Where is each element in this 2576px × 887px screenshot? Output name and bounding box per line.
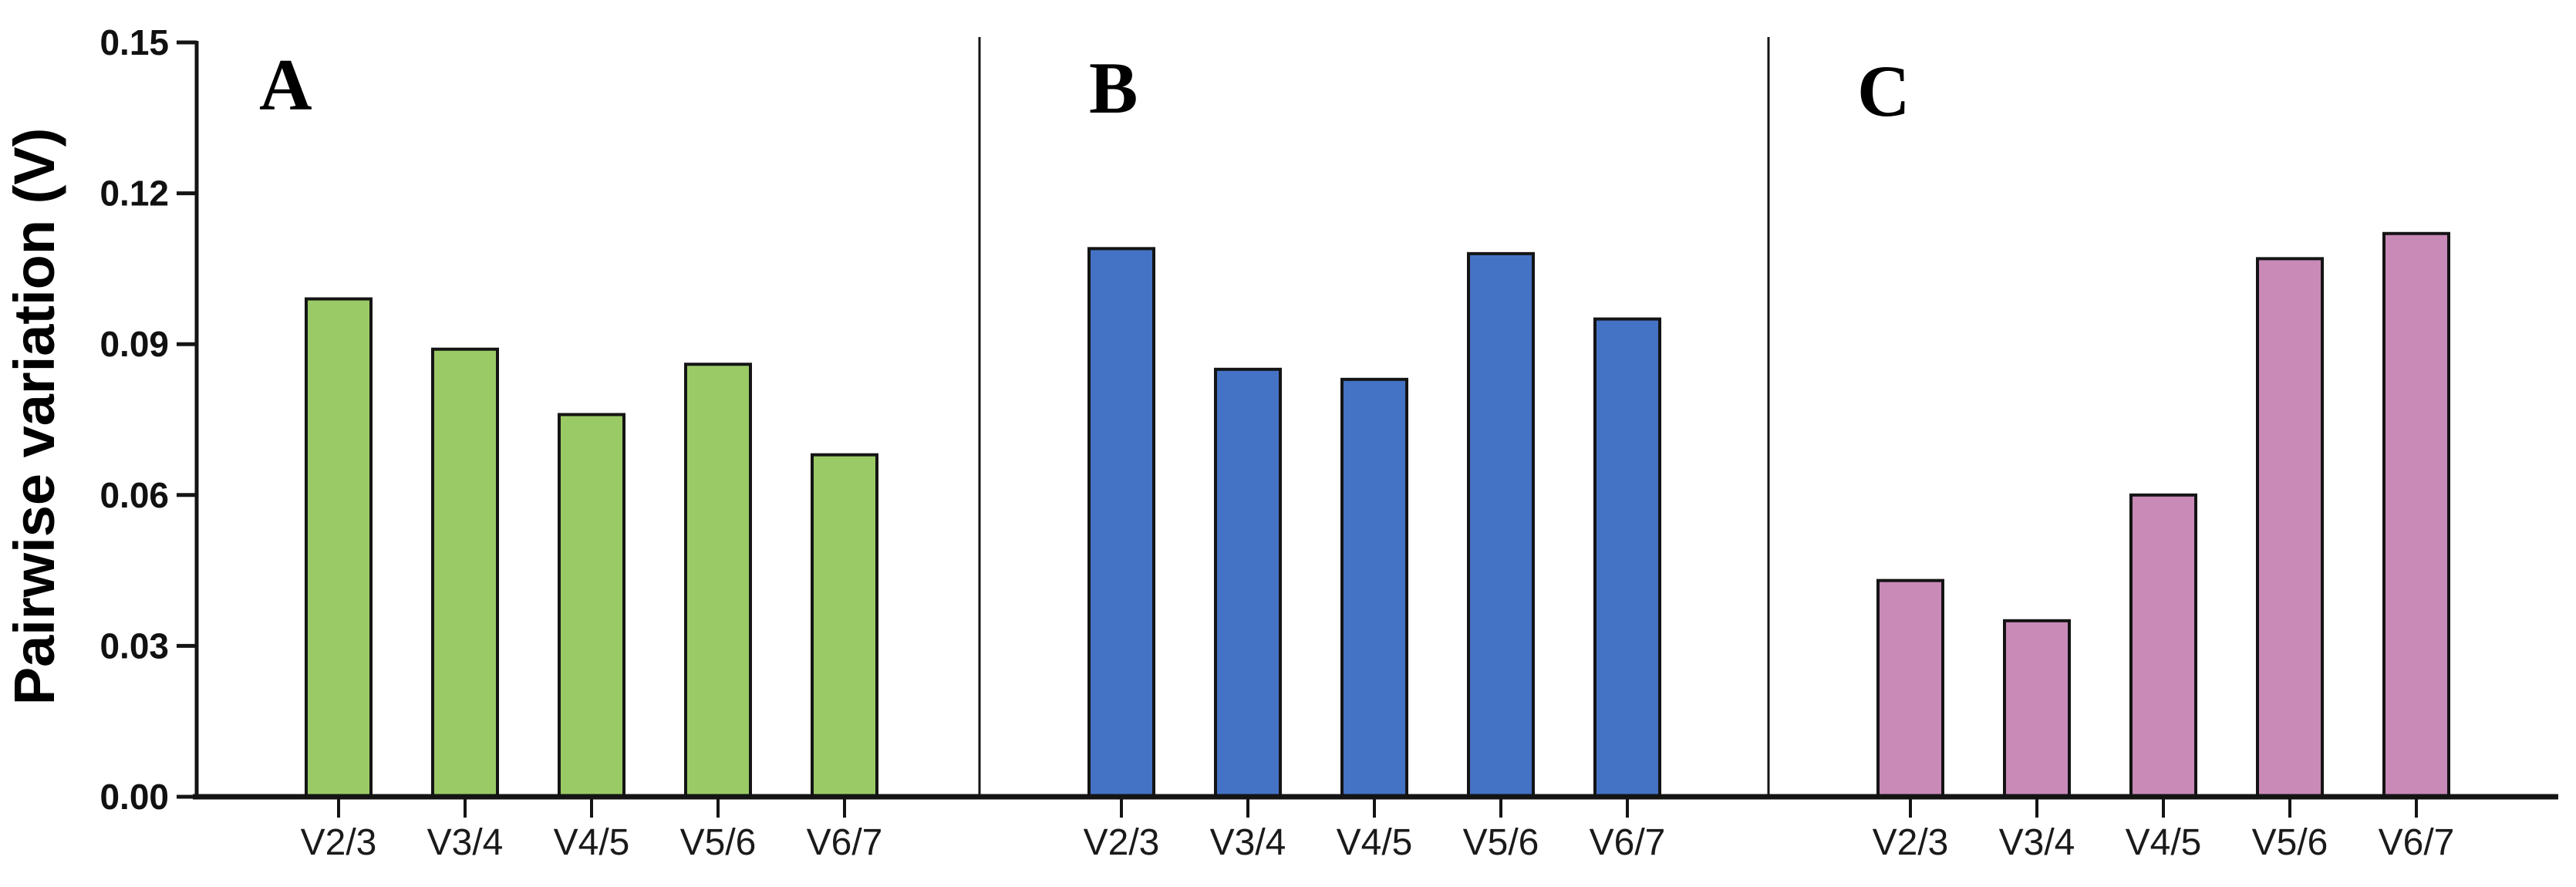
bar-a-V4/5 <box>558 413 625 798</box>
x-category-label-c-V6/7: V6/7 <box>2379 822 2455 863</box>
panel-label-c: C <box>1857 50 1910 132</box>
bars-layer <box>305 231 2450 799</box>
x-category-label-a-V3/4: V3/4 <box>427 822 504 863</box>
panel-c-bars <box>1876 231 2450 798</box>
x-category-label-a-V5/6: V5/6 <box>680 822 757 863</box>
x-category-label-b-V4/5: V4/5 <box>1337 822 1413 863</box>
x-category-label-b-V6/7: V6/7 <box>1590 822 1666 863</box>
panel-b-bars <box>1087 247 1661 799</box>
axes-layer <box>177 37 2558 818</box>
bar-c-V3/4 <box>2003 619 2071 798</box>
bar-b-V3/4 <box>1214 367 1282 798</box>
x-category-label-b-V3/4: V3/4 <box>1210 822 1286 863</box>
x-category-label-a-V6/7: V6/7 <box>807 822 883 863</box>
panel-a-bars <box>305 297 878 799</box>
bar-c-V2/3 <box>1876 578 1944 798</box>
y-tick-label-0.06: 0.06 <box>99 475 169 515</box>
y-tick-label-0.12: 0.12 <box>99 174 169 214</box>
y-tick-label-0.09: 0.09 <box>99 324 169 364</box>
panel-label-a: A <box>259 44 312 126</box>
x-category-label-c-V2/3: V2/3 <box>1873 822 1949 863</box>
y-tick-label-0.03: 0.03 <box>99 626 169 666</box>
x-category-label-c-V4/5: V4/5 <box>2126 822 2202 863</box>
x-category-label-c-V3/4: V3/4 <box>1999 822 2075 863</box>
x-category-label-c-V5/6: V5/6 <box>2252 822 2328 863</box>
y-axis-title: Pairwise variation (V) <box>2 128 66 706</box>
x-category-label-b-V5/6: V5/6 <box>1463 822 1539 863</box>
bar-a-V3/4 <box>431 347 499 799</box>
tick-labels-layer: 0.00 0.03 0.06 0.09 0.12 0.15 V2/3 V3/4 V4/5 V5/6… <box>99 22 2454 863</box>
y-tick-label-0.15: 0.15 <box>99 22 169 62</box>
x-category-label-a-V4/5: V4/5 <box>554 822 630 863</box>
bar-b-V5/6 <box>1467 251 1535 798</box>
y-tick-label-0.00: 0.00 <box>99 777 169 817</box>
bar-b-V6/7 <box>1593 317 1661 799</box>
bar-b-V4/5 <box>1340 377 1408 798</box>
bar-c-V4/5 <box>2129 493 2197 798</box>
x-category-label-b-V2/3: V2/3 <box>1084 822 1160 863</box>
bar-a-V2/3 <box>305 297 373 798</box>
bar-a-V5/6 <box>684 363 752 798</box>
panel-label-b: B <box>1089 47 1138 129</box>
x-category-label-a-V2/3: V2/3 <box>301 822 377 863</box>
bar-a-V6/7 <box>811 453 878 798</box>
bar-c-V6/7 <box>2382 231 2450 798</box>
bar-b-V2/3 <box>1087 247 1155 798</box>
bar-c-V5/6 <box>2256 257 2324 798</box>
